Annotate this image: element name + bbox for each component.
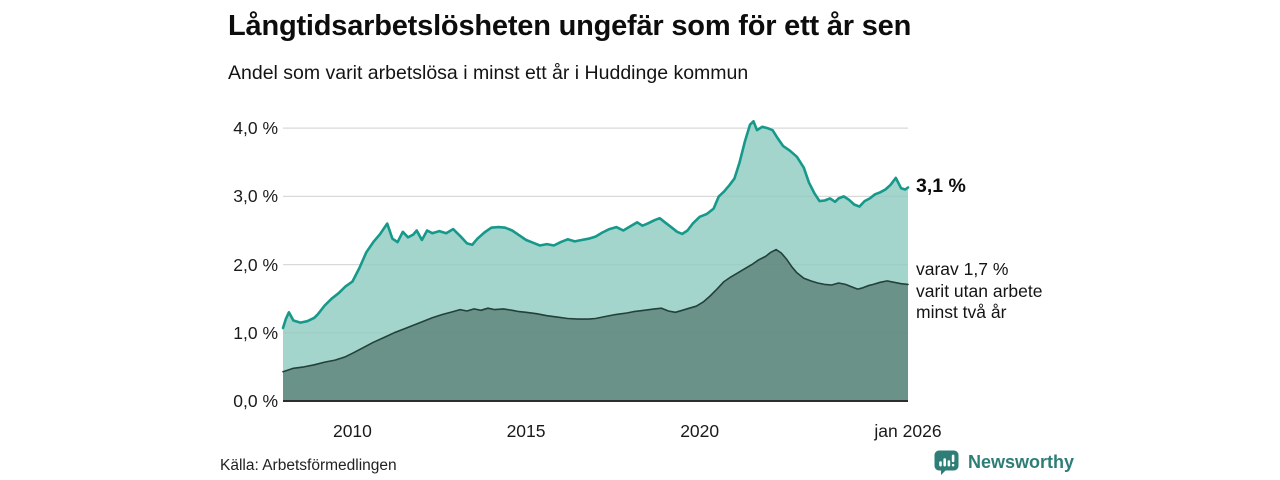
x-axis-label: 2010 <box>332 421 372 441</box>
newsworthy-chart-bubble-icon <box>934 450 959 475</box>
page-title: Långtidsarbetslösheten ungefär som för e… <box>228 10 912 42</box>
y-axis-label: 1,0 % <box>233 322 278 343</box>
annotation-line: varav 1,7 % <box>916 259 1009 279</box>
source-note: Källa: Arbetsförmedlingen <box>220 457 397 474</box>
series2-end-annotation: varav 1,7 % varit utan arbete minst två … <box>916 259 1042 324</box>
y-axis-label: 3,0 % <box>233 186 278 207</box>
annotation-line: varit utan arbete <box>916 280 1043 301</box>
newsworthy-branding: Newsworthy <box>933 449 1074 476</box>
y-axis-label: 0,0 % <box>233 391 278 411</box>
annotation-line: minst två år <box>916 302 1007 322</box>
area-series-2 <box>283 249 908 401</box>
chart-subtitle: Andel som varit arbetslösa i minst ett å… <box>228 62 749 84</box>
unemployment-area-chart <box>281 120 910 402</box>
x-axis-label: 2015 <box>506 421 546 441</box>
series1-end-value-label: 3,1 % <box>916 175 966 197</box>
line-series-1 <box>281 120 910 330</box>
brand-name: Newsworthy <box>968 452 1075 472</box>
x-axis-label: jan 2026 <box>874 421 942 441</box>
x-axis-label: 2020 <box>680 421 720 441</box>
y-axis-label: 4,0 % <box>233 118 278 139</box>
line-series-2 <box>282 248 909 373</box>
y-axis-label: 2,0 % <box>233 254 278 275</box>
